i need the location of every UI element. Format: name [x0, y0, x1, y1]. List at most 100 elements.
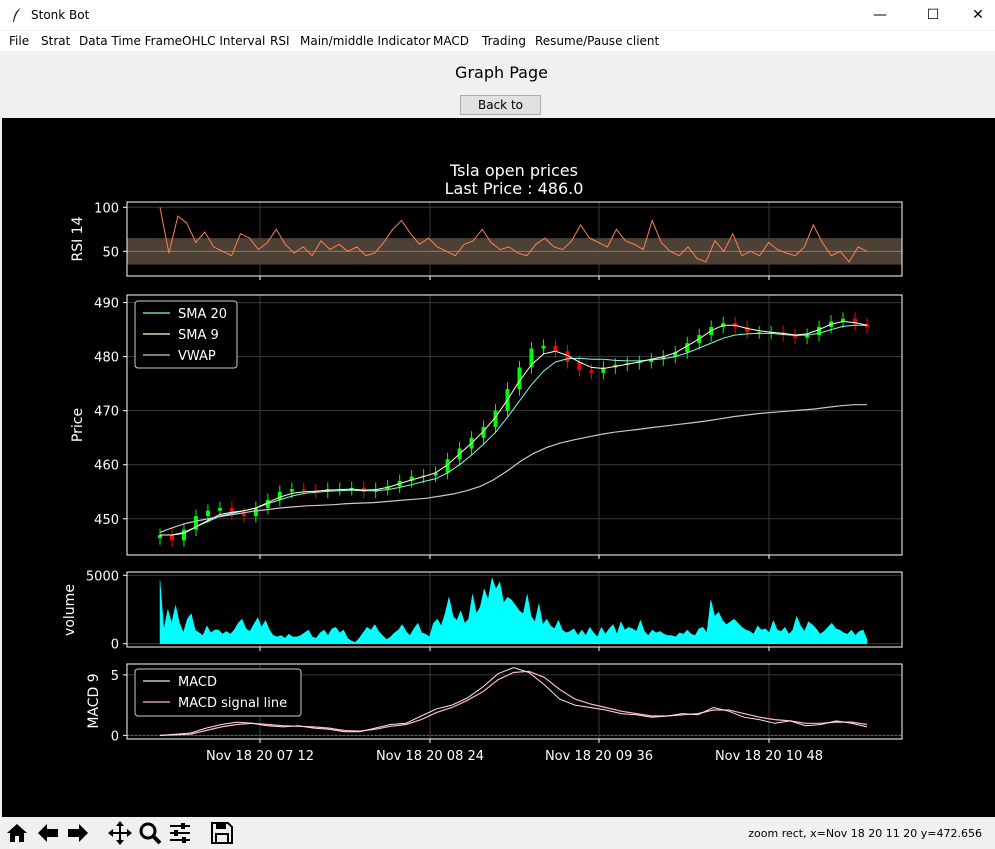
- price-ytick-label: 460: [94, 459, 119, 474]
- navigation-toolbar: zoom rect, x=Nov 18 20 11 20 y=472.656: [0, 817, 995, 849]
- price-legend-box: [134, 300, 238, 369]
- macd-legend-label: MACD: [178, 675, 217, 690]
- title-bar: Stonk Bot — ☐ ✕: [0, 0, 995, 30]
- candle-body: [745, 326, 750, 333]
- price-ytick-label: 490: [94, 297, 119, 312]
- volume-ylabel: volume: [62, 584, 78, 636]
- rsi-axes-frame: [126, 201, 903, 277]
- candle-body: [601, 367, 606, 373]
- menu-main-indicator[interactable]: Main/middle Indicator: [300, 34, 431, 48]
- candle-body: [158, 535, 162, 539]
- volume-area: [159, 577, 868, 644]
- macd-signal-line: [159, 670, 868, 736]
- candle-body: [589, 370, 594, 373]
- status-readout: zoom rect, x=Nov 18 20 11 20 y=472.656: [748, 827, 982, 840]
- menu-resume-pause[interactable]: Resume/Pause client: [535, 34, 660, 48]
- x-tick-label: Nov 18 20 07 12: [206, 749, 314, 764]
- candle-body: [757, 332, 762, 334]
- back-arrow-icon[interactable]: [35, 820, 61, 846]
- candle-body: [817, 326, 822, 335]
- candle-body: [409, 476, 414, 481]
- volume-ytick-label: 0: [111, 638, 119, 653]
- candle-body: [553, 345, 558, 352]
- candle-body: [493, 410, 498, 427]
- candle-body: [277, 491, 282, 500]
- candle-body: [517, 367, 522, 390]
- menu-rsi[interactable]: RSI: [270, 34, 290, 48]
- pan-icon[interactable]: [107, 820, 133, 846]
- rsi-ylabel: RSI 14: [70, 216, 86, 261]
- volume-axes-frame: [126, 571, 903, 648]
- menu-macd[interactable]: MACD: [433, 34, 469, 48]
- chart-subtitle: Last Price : 486.0: [445, 179, 584, 198]
- macd-legend-label: MACD signal line: [178, 696, 287, 711]
- candle-body: [637, 362, 642, 364]
- forward-arrow-icon[interactable]: [65, 820, 91, 846]
- candle-body: [649, 359, 654, 363]
- save-icon[interactable]: [209, 820, 235, 846]
- rsi-ytick-label: 100: [94, 201, 119, 216]
- page-title: Graph Page: [455, 63, 548, 82]
- macd-ytick-label: 0: [111, 729, 119, 744]
- zoom-icon[interactable]: [137, 820, 163, 846]
- chart-figure[interactable]: Tsla open prices Last Price : 486.0 100 5…: [2, 118, 995, 817]
- price-legend-label: SMA 9: [178, 328, 219, 343]
- candle-body: [577, 362, 582, 371]
- candle-body: [169, 535, 174, 541]
- candle-body: [529, 348, 534, 368]
- price-ytick-label: 480: [94, 351, 119, 366]
- menu-file[interactable]: File: [9, 34, 30, 48]
- candle-body: [205, 510, 210, 517]
- home-icon[interactable]: [4, 820, 30, 846]
- volume-ytick-label: 5000: [86, 569, 119, 584]
- feather-icon: [13, 8, 21, 22]
- menu-trading[interactable]: Trading: [482, 34, 527, 48]
- macd-legend-box: [134, 668, 302, 717]
- candle-body: [445, 459, 450, 473]
- chart-title: Tsla open prices: [449, 161, 578, 180]
- vwap-line: [159, 404, 867, 533]
- rsi-ytick-label: 50: [102, 245, 119, 260]
- candle-body: [685, 343, 690, 353]
- candle-body: [301, 489, 306, 491]
- price-ytick-label: 450: [94, 513, 119, 528]
- candle-body: [673, 352, 678, 357]
- candle-body: [181, 529, 186, 541]
- macd-ylabel: MACD 9: [86, 673, 102, 728]
- candle-body: [661, 356, 666, 360]
- minimize-button[interactable]: —: [873, 7, 887, 23]
- candle-body: [793, 335, 798, 338]
- maximize-button[interactable]: ☐: [926, 7, 940, 23]
- candle-body: [541, 345, 546, 349]
- back-to-home-button[interactable]: Back to Home: [460, 95, 541, 130]
- menu-bar: File Strat Data Time Frame OHLC Interval…: [0, 31, 995, 51]
- sma20-line: [160, 324, 867, 536]
- menu-strat[interactable]: Strat: [41, 34, 71, 48]
- close-button[interactable]: ✕: [972, 7, 984, 23]
- candle-body: [805, 335, 810, 338]
- candle-body: [853, 318, 858, 325]
- macd-line: [159, 667, 868, 736]
- menu-data-time-frame[interactable]: Data Time Frame: [79, 34, 183, 48]
- window-title: Stonk Bot: [31, 8, 90, 22]
- x-tick-label: Nov 18 20 08 24: [376, 749, 484, 764]
- chart-canvas[interactable]: Tsla open prices Last Price : 486.0 100 5…: [2, 118, 995, 817]
- candle-body: [565, 351, 570, 363]
- candle-body: [841, 318, 846, 322]
- x-tick-label: Nov 18 20 10 48: [715, 749, 823, 764]
- configure-subplots-icon[interactable]: [167, 820, 193, 846]
- candle-body: [229, 507, 234, 514]
- candle-body: [217, 507, 222, 511]
- price-ylabel: Price: [70, 408, 86, 442]
- rsi-line: [159, 207, 868, 263]
- price-legend-label: SMA 20: [178, 307, 227, 322]
- candle-body: [481, 426, 486, 438]
- page-header: Graph Page Back to Home: [0, 51, 995, 130]
- x-tick-label: Nov 18 20 09 36: [545, 749, 653, 764]
- candle-body: [253, 507, 258, 517]
- price-axes-frame: [126, 294, 903, 556]
- candle-body: [349, 487, 354, 490]
- price-legend-label: VWAP: [178, 349, 216, 364]
- candle-body: [193, 516, 198, 530]
- menu-ohlc-interval[interactable]: OHLC Interval: [182, 34, 266, 48]
